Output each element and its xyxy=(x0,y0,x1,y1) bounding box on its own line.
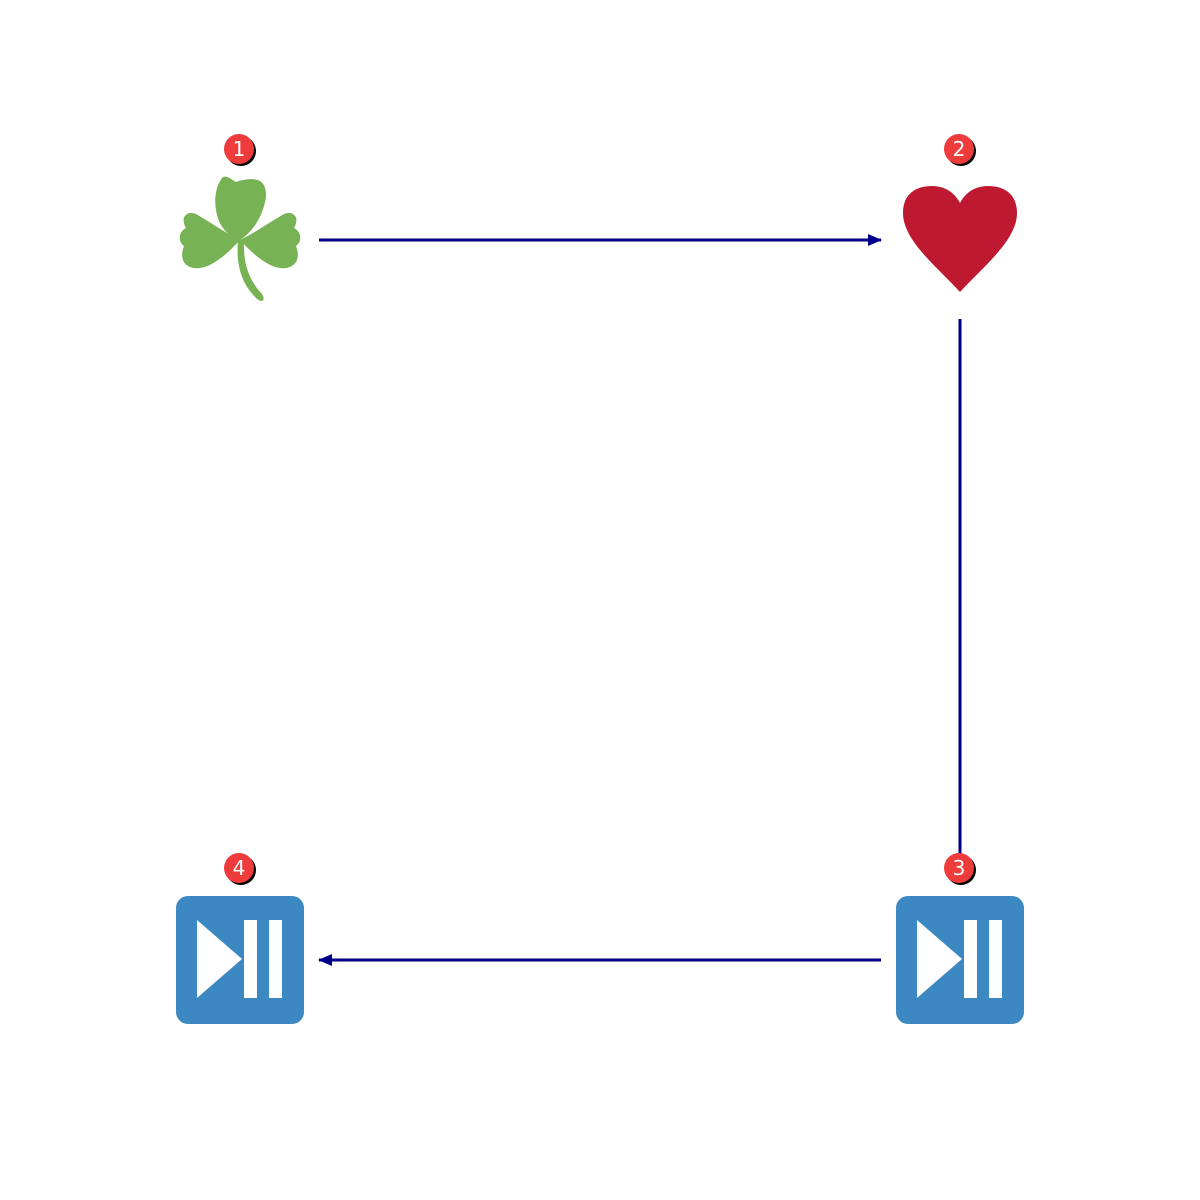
node-3-badge: 3 xyxy=(944,853,976,885)
shamrock-icon xyxy=(179,176,301,301)
play-pause-icon xyxy=(896,896,1024,1024)
node-3: 3 xyxy=(896,853,1024,1024)
node-2-badge: 2 xyxy=(944,134,976,166)
node-1-badge: 1 xyxy=(224,134,256,166)
node-2: 2 xyxy=(903,134,1017,292)
play-pause-icon xyxy=(176,896,304,1024)
node-4: 4 xyxy=(176,853,304,1024)
node-4-badge-label: 4 xyxy=(233,856,246,880)
node-2-badge-label: 2 xyxy=(953,137,966,161)
node-1: 1 xyxy=(179,134,301,301)
node-1-badge-label: 1 xyxy=(233,137,246,161)
heart-icon xyxy=(903,186,1017,292)
node-3-badge-label: 3 xyxy=(953,856,966,880)
node-4-badge: 4 xyxy=(224,853,256,885)
